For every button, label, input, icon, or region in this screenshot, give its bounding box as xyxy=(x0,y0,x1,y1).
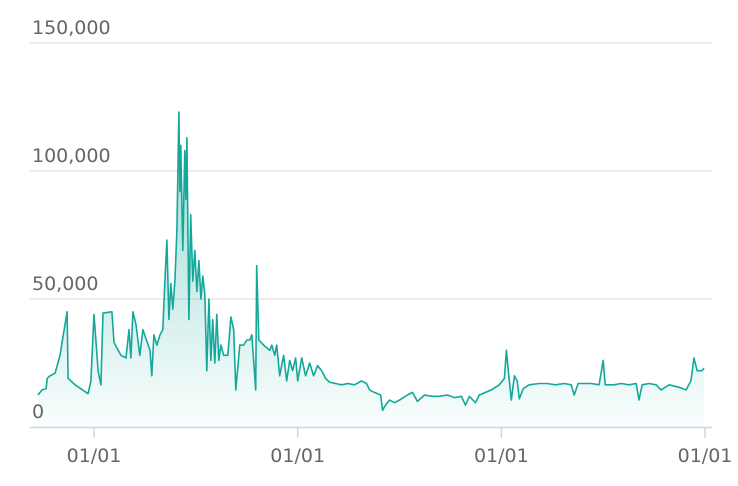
x-axis-ticks: 01/01 01/01 01/01 01/01 xyxy=(67,427,733,467)
y-tick-label: 150,000 xyxy=(32,17,111,39)
y-tick-label: 100,000 xyxy=(32,145,111,167)
x-tick-label: 01/01 xyxy=(678,445,733,467)
x-tick-label: 01/01 xyxy=(67,445,122,467)
y-tick-label: 50,000 xyxy=(32,273,98,295)
series-line xyxy=(37,111,705,412)
x-tick-label: 01/01 xyxy=(270,445,325,467)
gridlines xyxy=(30,42,712,300)
series-area-fill xyxy=(37,112,705,427)
x-tick-label: 01/01 xyxy=(474,445,529,467)
